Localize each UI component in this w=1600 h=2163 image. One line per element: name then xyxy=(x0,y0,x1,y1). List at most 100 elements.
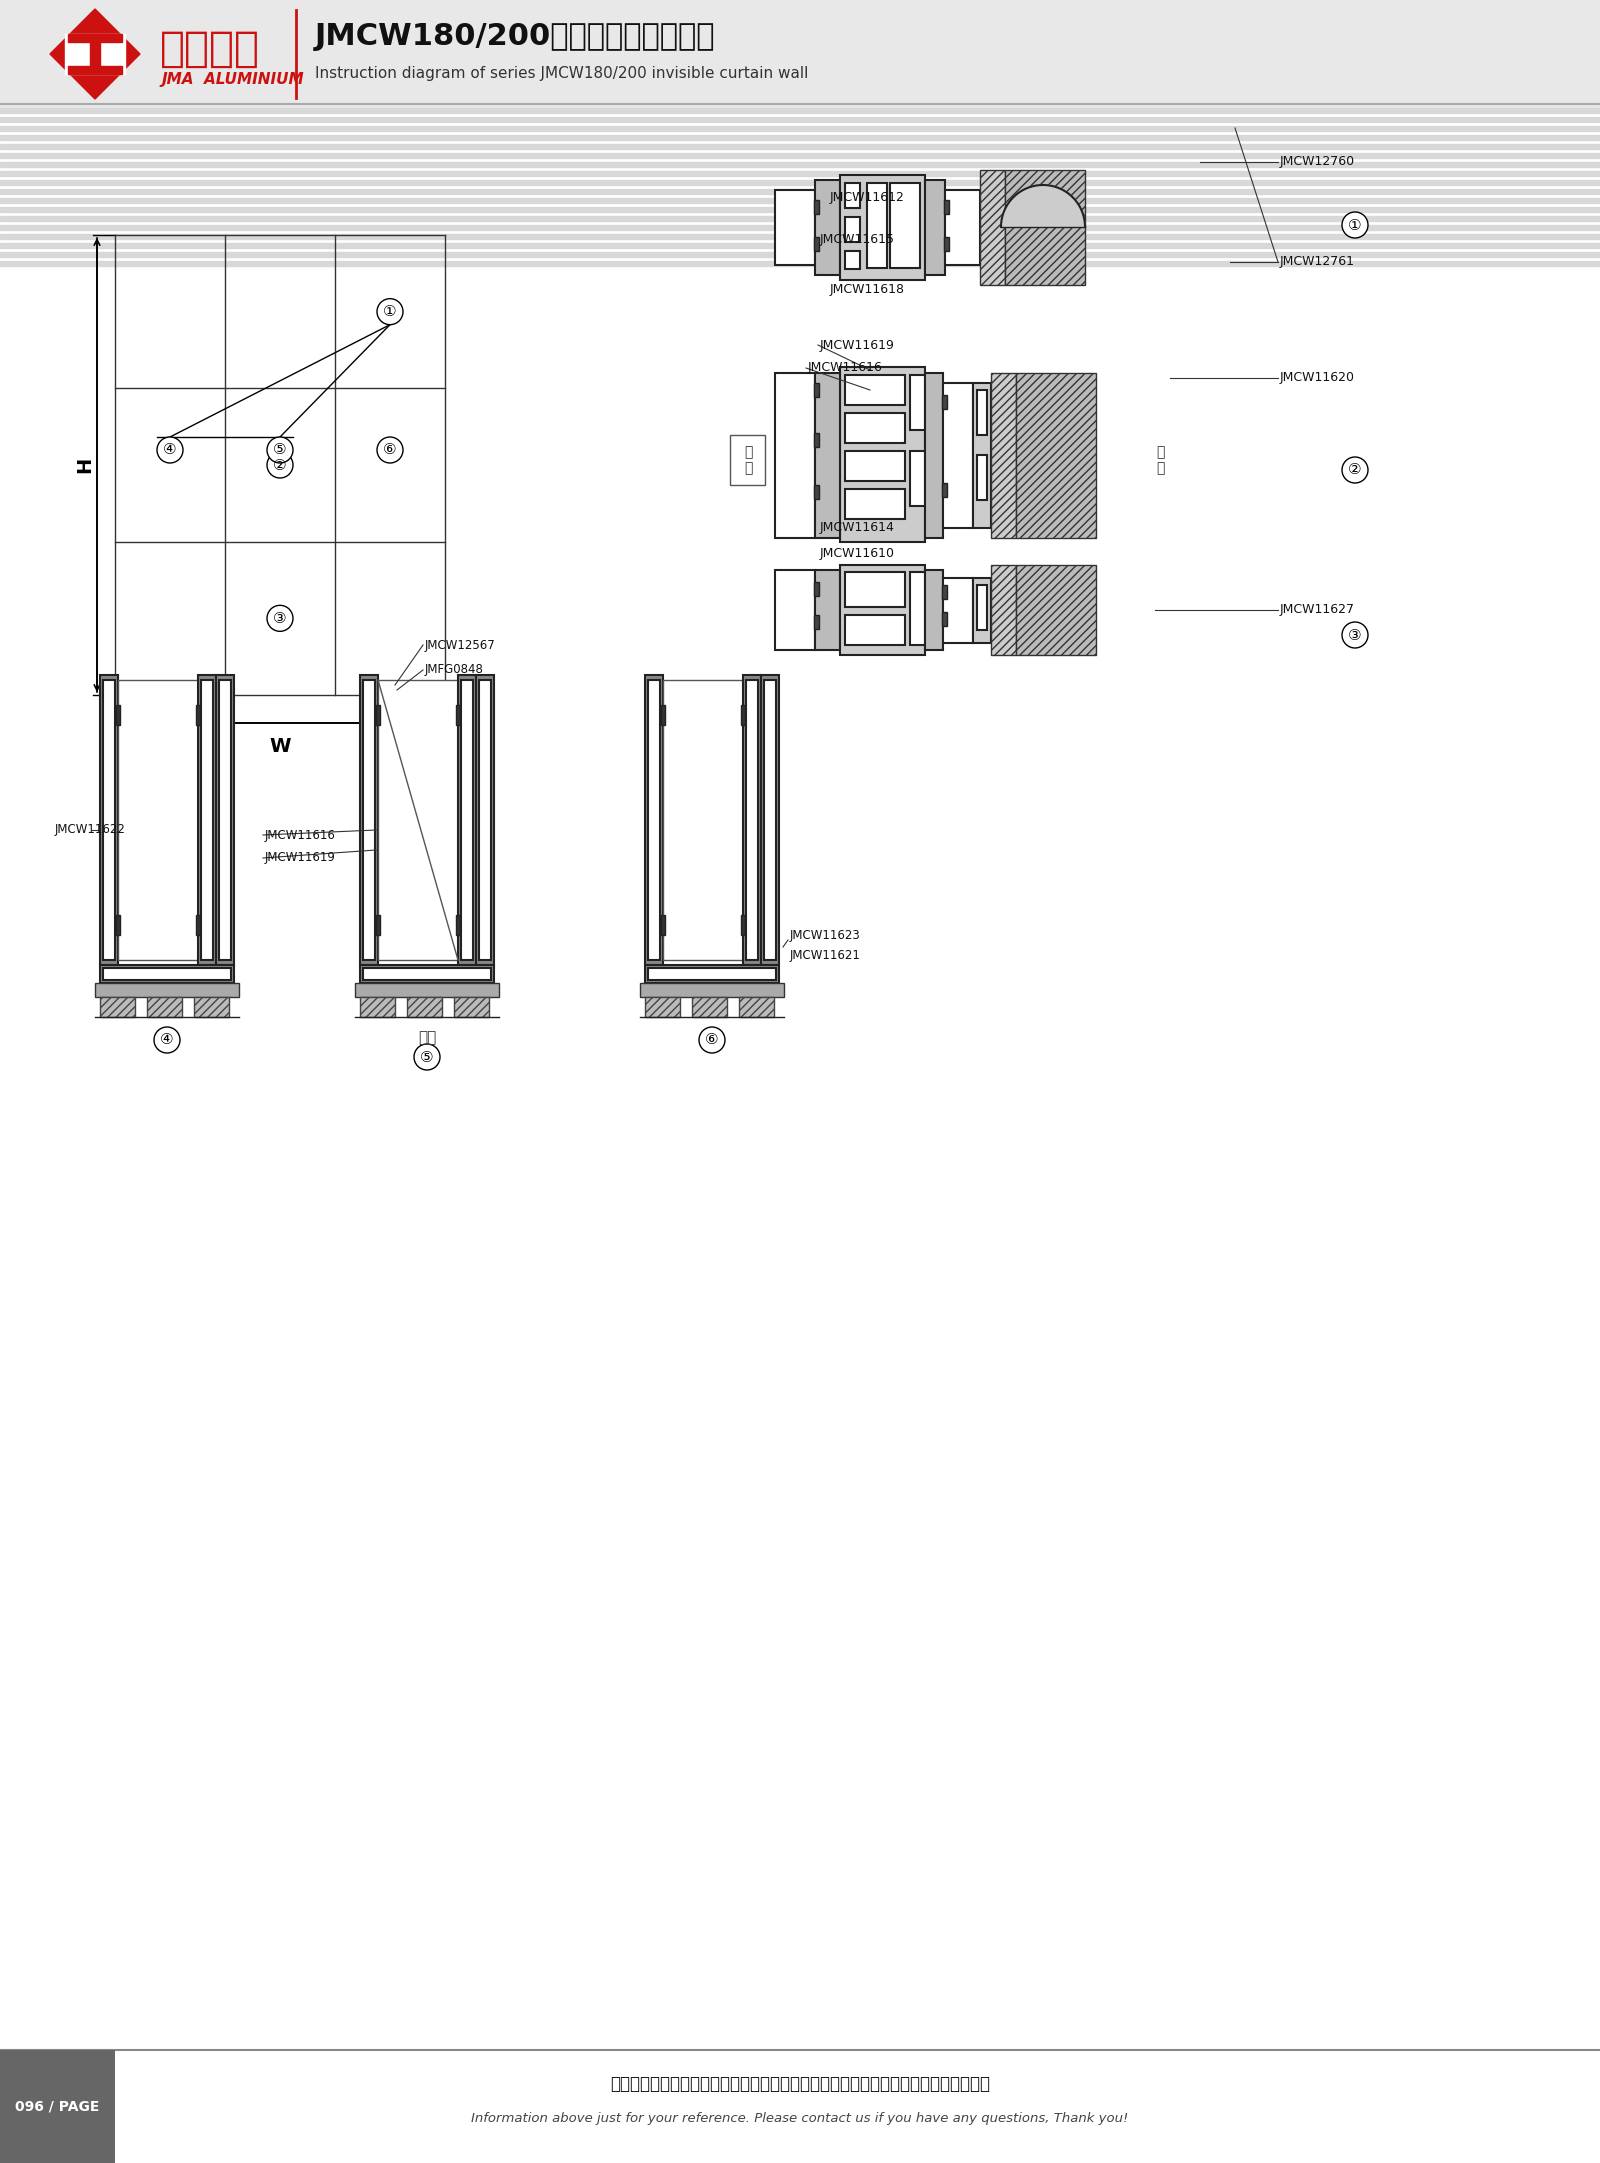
Bar xyxy=(0,17,1600,22)
Text: JMCW11627: JMCW11627 xyxy=(1280,603,1355,616)
Bar xyxy=(814,372,840,539)
Bar xyxy=(742,675,762,965)
Circle shape xyxy=(378,437,403,463)
Bar xyxy=(376,915,381,934)
Text: JMA  ALUMINIUM: JMA ALUMINIUM xyxy=(162,71,304,87)
Bar xyxy=(115,705,120,725)
Text: JMCW11610: JMCW11610 xyxy=(819,547,894,560)
Text: JMCW180/200系列隐框幕墙结构图: JMCW180/200系列隐框幕墙结构图 xyxy=(315,22,715,52)
Bar xyxy=(925,372,942,539)
Text: ⑥: ⑥ xyxy=(706,1032,718,1047)
Bar xyxy=(845,251,861,268)
Bar xyxy=(645,965,779,982)
Bar xyxy=(66,35,125,74)
Circle shape xyxy=(378,298,403,324)
Text: JMCW11616: JMCW11616 xyxy=(808,361,883,374)
Text: ③: ③ xyxy=(1349,627,1362,642)
Bar xyxy=(376,705,381,725)
Bar xyxy=(845,413,906,443)
Bar xyxy=(944,199,949,214)
Bar xyxy=(814,199,819,214)
Bar xyxy=(216,675,234,965)
Bar xyxy=(979,171,1005,286)
Bar xyxy=(0,2051,115,2163)
Bar xyxy=(814,614,819,629)
Bar xyxy=(363,679,374,960)
Bar xyxy=(691,997,726,1017)
Bar xyxy=(102,679,115,960)
Bar xyxy=(478,679,491,960)
Circle shape xyxy=(414,1045,440,1071)
Bar xyxy=(973,578,990,642)
Bar xyxy=(840,175,925,279)
Circle shape xyxy=(267,452,293,478)
Bar xyxy=(973,383,990,528)
Bar xyxy=(774,190,814,266)
Bar xyxy=(0,199,1600,203)
Bar xyxy=(0,180,1600,184)
Bar xyxy=(1016,565,1096,655)
Text: 坚美铝业: 坚美铝业 xyxy=(160,28,259,69)
Bar xyxy=(355,982,499,997)
Bar xyxy=(0,216,1600,221)
Bar xyxy=(67,67,122,74)
Bar xyxy=(774,372,814,539)
Bar xyxy=(198,675,216,965)
Bar xyxy=(942,383,973,528)
Bar xyxy=(194,997,229,1017)
Bar xyxy=(90,41,99,67)
Text: ④: ④ xyxy=(163,443,178,459)
Bar xyxy=(990,565,1016,655)
Bar xyxy=(0,71,1600,76)
Bar xyxy=(662,679,742,960)
Bar xyxy=(0,234,1600,238)
Bar xyxy=(978,584,987,629)
Bar xyxy=(814,180,840,275)
Bar xyxy=(0,117,1600,121)
Bar xyxy=(942,396,947,409)
Text: JMCW11616: JMCW11616 xyxy=(266,828,336,841)
Bar xyxy=(762,675,779,965)
Text: ⑤: ⑤ xyxy=(421,1049,434,1064)
Bar xyxy=(102,969,230,980)
Bar xyxy=(0,242,1600,247)
Circle shape xyxy=(267,437,293,463)
Text: JMCW11614: JMCW11614 xyxy=(819,521,894,534)
Bar xyxy=(640,982,784,997)
Text: W: W xyxy=(269,738,291,757)
Polygon shape xyxy=(50,9,141,99)
Bar xyxy=(741,915,746,934)
Bar xyxy=(0,80,1600,87)
Bar xyxy=(0,108,1600,112)
Bar xyxy=(0,45,1600,50)
Bar xyxy=(456,915,461,934)
Text: JMCW11620: JMCW11620 xyxy=(1280,372,1355,385)
Text: JMFG0848: JMFG0848 xyxy=(426,664,483,677)
Bar xyxy=(67,35,122,41)
Bar xyxy=(0,154,1600,158)
Text: ②: ② xyxy=(1349,463,1362,478)
Bar xyxy=(202,679,213,960)
Circle shape xyxy=(1342,456,1368,482)
Bar xyxy=(978,389,987,435)
Bar xyxy=(845,452,906,480)
Bar xyxy=(661,705,666,725)
Circle shape xyxy=(699,1027,725,1053)
Text: H: H xyxy=(75,456,94,474)
Bar xyxy=(0,0,1600,4)
Text: ④: ④ xyxy=(160,1032,174,1047)
Bar xyxy=(1016,372,1096,539)
Bar xyxy=(774,571,814,651)
Bar xyxy=(0,162,1600,167)
Bar xyxy=(741,705,746,725)
Circle shape xyxy=(157,437,182,463)
Bar xyxy=(648,679,661,960)
Bar xyxy=(648,969,776,980)
Bar xyxy=(0,253,1600,257)
Bar xyxy=(765,679,776,960)
Bar xyxy=(99,965,234,982)
Bar xyxy=(360,965,494,982)
Bar xyxy=(942,578,973,642)
Bar xyxy=(814,238,819,251)
Bar xyxy=(814,383,819,398)
